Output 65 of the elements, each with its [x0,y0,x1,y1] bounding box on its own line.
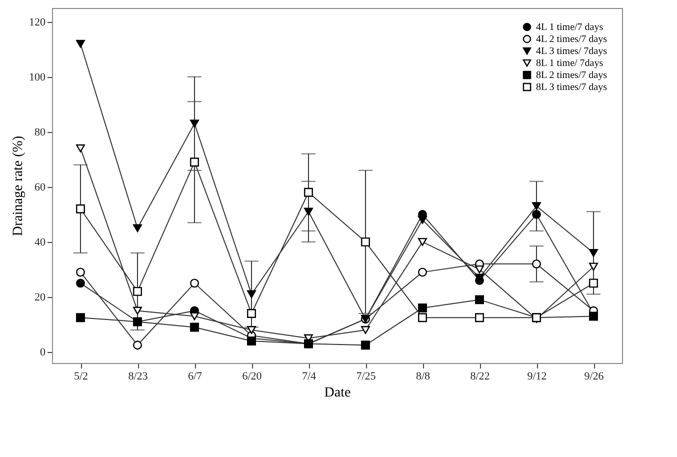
point [475,265,484,274]
x-tick-label: 9/12 [527,370,547,382]
point [418,313,427,322]
point [247,290,256,298]
y-axis-title: Drainage rate (%) [11,136,26,236]
point [190,120,199,128]
point [361,340,370,350]
point [247,308,256,318]
y-tick-label: 20 [34,291,46,304]
point [418,238,427,246]
point [589,262,598,271]
point [76,278,85,288]
point [133,317,142,326]
legend-label: 4L 2 times/7 days [536,34,608,45]
point [475,313,484,322]
y-tick-label: 40 [34,236,46,248]
point [532,259,541,268]
point [76,268,85,277]
point [190,322,199,332]
x-tick-label: 8/8 [416,370,431,382]
point [76,144,85,152]
point [304,188,313,197]
point [475,295,484,304]
legend-label: 8L 1 time/ 7days [536,58,604,69]
point [190,312,199,320]
point [532,210,541,219]
legend-label: 4L 3 times/ 7days [536,46,608,57]
point [361,326,370,334]
point [133,286,142,296]
point [589,278,598,288]
point [133,224,142,232]
x-axis-title: Date [324,386,351,400]
x-tick-label: 7/25 [356,370,376,382]
point [589,312,598,321]
x-tick-label: 9/26 [584,370,604,382]
point [76,204,85,214]
point [190,278,199,288]
point [133,340,142,350]
point [361,237,370,246]
x-tick-label: 8/23 [128,370,148,382]
point [133,306,142,315]
y-tick-label: 100 [29,71,46,84]
legend-label: 8L 3 times/7 days [536,82,608,93]
point [190,158,199,167]
point [76,313,85,322]
point [304,208,313,216]
y-tick-label: 80 [34,126,46,138]
x-tick-label: 5/2 [74,370,88,382]
point [418,268,427,277]
y-tick-label: 60 [34,181,46,194]
x-tick-label: 6/20 [242,370,262,382]
x-tick-label: 7/4 [302,370,317,382]
point [247,336,256,346]
x-tick-label: 6/7 [188,370,203,382]
legend-label: 8L 2 times/7 days [536,70,608,81]
point [247,326,256,334]
point [76,40,85,48]
point [418,303,427,312]
x-tick-label: 8/22 [470,370,490,382]
point [418,216,427,224]
point [589,248,598,257]
y-tick-label: 0 [40,346,46,358]
legend-label: 4L 1 time/7 days [536,22,604,33]
point [532,202,541,210]
y-tick-label: 120 [29,16,46,28]
